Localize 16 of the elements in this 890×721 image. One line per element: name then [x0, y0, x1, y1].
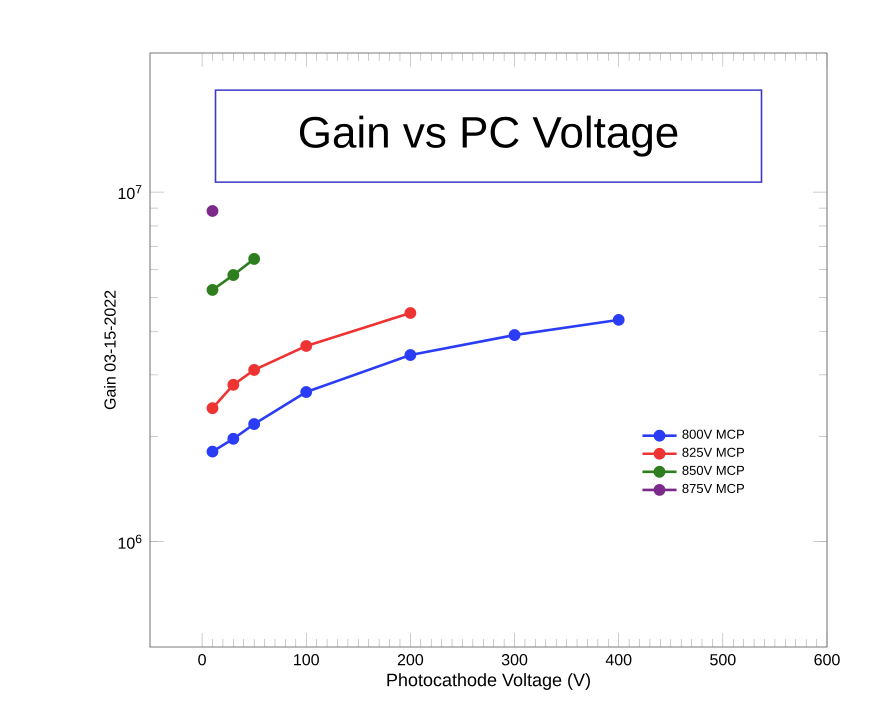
- legend-label: 850V MCP: [682, 466, 744, 475]
- legend-label: 800V MCP: [682, 430, 744, 439]
- x-tick-label: 100: [294, 654, 319, 666]
- y-axis-title: Gain 03-15-2022: [104, 290, 116, 410]
- x-tick-label: 500: [710, 654, 736, 666]
- text: Gain vs PC Voltage: [300, 116, 678, 157]
- x-tick-label: 200: [398, 654, 424, 666]
- x-axis-title: Photocathode Voltage (V): [387, 673, 590, 690]
- y-tick-label: 10$^{7}$: [118, 185, 142, 200]
- x-tick-label: 300: [502, 654, 528, 666]
- legend-label: 875V MCP: [682, 484, 744, 494]
- legend-label: 825V MCP: [682, 448, 744, 457]
- x-tick-label: 400: [606, 654, 632, 666]
- x-tick-label: 0: [198, 654, 206, 666]
- x-tick-label: 600: [814, 654, 840, 666]
- y-tick-label: 10$^{6}$: [118, 534, 142, 549]
